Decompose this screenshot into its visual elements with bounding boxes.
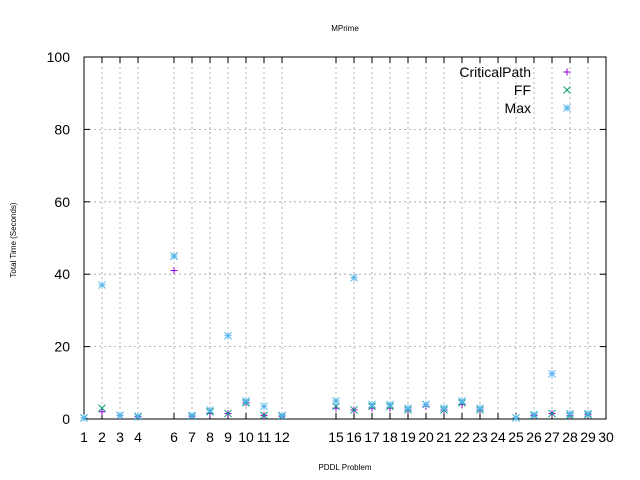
data-point-max [188,411,196,420]
grid [84,57,606,419]
x-tick-label: 9 [224,429,232,445]
data-point-max [512,414,520,422]
data-point-max [224,331,232,340]
x-tick-label: 17 [364,429,380,445]
data-point-max [260,402,268,411]
x-tick-label: 8 [206,429,214,445]
data-point-max [368,400,376,409]
x-tick-label: 4 [134,429,142,445]
data-points [80,252,592,422]
x-tick-label: 15 [328,429,344,445]
data-point-ff [224,409,232,418]
y-tick-label: 0 [62,411,70,427]
legend-marker [563,68,571,76]
data-point-max [98,281,106,289]
data-point-max [278,411,286,420]
y-tick-label: 40 [54,266,70,282]
plot-frame [83,56,607,420]
data-point-max [530,410,538,419]
x-tick-label: 18 [382,429,398,445]
x-tick-label: 11 [257,429,272,445]
data-point-ff [332,402,340,411]
legend: CriticalPath FF Max [459,64,571,116]
data-point-max [350,273,358,282]
x-axis-label: PDDL Problem [318,463,371,472]
x-tick-label: 16 [346,429,362,445]
chart-title: MPrime [331,24,359,33]
data-point-max [80,414,88,422]
data-point-max [242,397,250,405]
data-point-criticalpath [170,267,178,275]
legend-label: CriticalPath [459,64,531,80]
x-tick-label: 12 [274,429,290,445]
data-point-max [584,409,592,418]
y-tick-label: 80 [54,121,70,137]
legend-marker [563,104,571,112]
x-tick-label: 22 [454,429,470,445]
data-point-max [548,369,556,378]
x-tick-label: 21 [436,429,452,445]
data-point-max [170,252,178,260]
data-point-ff [350,406,358,414]
data-point-ff [98,404,106,412]
x-tick-label: 28 [562,429,578,445]
x-tick-label: 10 [238,429,254,445]
x-tick-label: 19 [400,429,416,445]
x-tick-label: 30 [598,429,614,445]
data-point-max [386,400,394,409]
data-point-criticalpath [98,408,106,416]
y-tick-label: 100 [47,49,71,65]
x-tick-label: 7 [188,429,196,445]
x-tick-label: 20 [418,429,434,445]
legend-label: Max [505,100,531,116]
data-point-max [404,404,412,412]
data-point-ff [548,409,556,418]
data-point-max [476,404,484,412]
x-tick-label: 3 [116,429,124,445]
legend-marker [563,86,571,94]
x-tick-label: 26 [526,429,542,445]
data-point-max [458,397,466,405]
x-tick-label: 24 [490,429,506,445]
x-tick-label: 1 [80,429,88,445]
x-tick-label: 23 [472,429,488,445]
y-tick-label: 60 [54,194,70,210]
x-tick-label: 2 [98,429,106,445]
x-tick-label: 6 [170,429,178,445]
data-point-max [206,406,214,414]
y-tick-label: 20 [54,339,70,355]
legend-label: FF [514,82,531,98]
data-point-max [332,397,340,405]
data-point-ff [260,411,268,420]
x-tick-label: 29 [580,429,596,445]
data-point-max [566,409,574,418]
data-point-max [422,400,430,409]
data-point-max [116,411,124,420]
x-tick-label: 25 [508,429,524,445]
data-point-max [440,404,448,412]
data-point-max [134,412,142,420]
y-axis-label: Total Time (Seconds) [9,202,18,277]
x-tick-label: 27 [544,429,560,445]
